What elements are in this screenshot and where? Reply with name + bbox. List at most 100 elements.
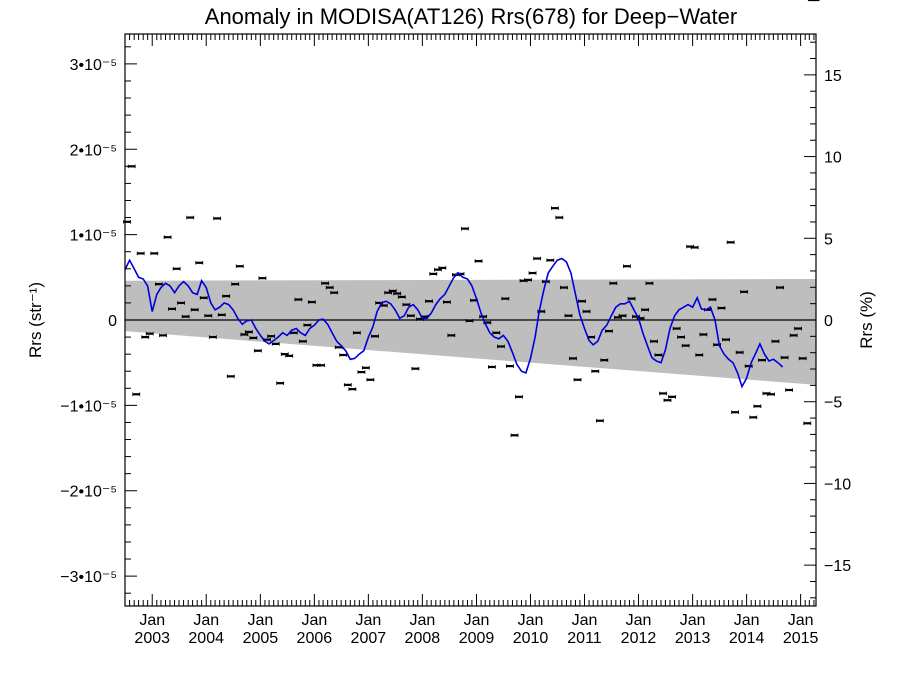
- x-tick-year-label: 2012: [621, 630, 657, 647]
- data-point: [330, 290, 339, 295]
- data-point: [397, 295, 406, 299]
- data-point: [186, 215, 195, 220]
- data-point: [780, 355, 789, 360]
- data-point: [443, 300, 451, 304]
- data-point: [371, 334, 379, 339]
- envelope-layer: [125, 279, 816, 385]
- left-tick-label: −1•10⁻⁵: [60, 398, 117, 415]
- data-point: [276, 381, 285, 385]
- data-point: [699, 332, 708, 337]
- data-point: [618, 313, 627, 318]
- x-tick-year-label: 2011: [567, 630, 602, 647]
- data-point: [623, 264, 631, 269]
- data-point: [204, 313, 213, 318]
- x-tick-month-label: Jan: [518, 612, 544, 629]
- data-point: [465, 319, 474, 323]
- left-tick-label: −3•10⁻⁵: [60, 569, 117, 586]
- data-point: [758, 358, 766, 362]
- left-tick-label: 3•10⁻⁵: [70, 57, 117, 74]
- data-point: [785, 388, 793, 392]
- x-tick-month-label: Jan: [139, 612, 165, 629]
- data-point: [487, 365, 496, 369]
- data-point: [604, 329, 613, 333]
- data-point: [285, 354, 294, 358]
- data-point: [771, 339, 780, 344]
- x-tick-month-label: Jan: [247, 612, 273, 629]
- data-point: [461, 226, 469, 231]
- x-tick-year-label: 2014: [729, 630, 765, 647]
- data-point: [213, 216, 222, 221]
- data-point: [749, 415, 758, 420]
- data-point: [767, 392, 775, 397]
- data-point: [627, 296, 636, 301]
- x-tick-year-label: 2015: [783, 630, 819, 647]
- data-point: [578, 299, 586, 304]
- data-point: [357, 370, 366, 374]
- data-point: [659, 391, 667, 396]
- data-point: [582, 309, 591, 314]
- data-point: [145, 331, 154, 336]
- data-point: [708, 297, 717, 302]
- right-tick-label: 5: [824, 231, 833, 248]
- x-tick-month-label: Jan: [409, 612, 435, 629]
- data-point: [177, 301, 185, 305]
- data-point: [343, 383, 352, 387]
- x-axis: Jan2003Jan2004Jan2005Jan2006Jan2007Jan20…: [124, 34, 819, 647]
- x-tick-year-label: 2006: [297, 630, 333, 647]
- data-point: [672, 326, 681, 331]
- data-point: [226, 374, 235, 379]
- data-point: [132, 392, 141, 397]
- data-point: [677, 335, 685, 339]
- left-tick-label: 1•10⁻⁵: [70, 228, 117, 245]
- data-point: [321, 281, 330, 286]
- data-point: [249, 336, 258, 340]
- data-point: [447, 333, 456, 338]
- smoothed-series-line: [124, 257, 784, 389]
- data-point: [136, 251, 145, 256]
- data-point: [253, 348, 262, 353]
- data-point: [168, 307, 176, 311]
- data-point: [641, 307, 650, 312]
- data-point: [222, 294, 231, 298]
- data-point: [506, 364, 514, 368]
- data-point: [740, 290, 749, 294]
- data-point: [317, 363, 325, 368]
- data-point: [564, 313, 573, 318]
- data-point: [325, 285, 334, 290]
- data-point: [411, 366, 420, 371]
- data-point: [244, 330, 253, 334]
- data-point: [524, 278, 532, 282]
- data-point: [663, 398, 672, 403]
- x-tick-month-label: Jan: [626, 612, 652, 629]
- data-point: [731, 410, 739, 415]
- data-point: [141, 335, 150, 339]
- right-tick-label: −15: [824, 558, 851, 575]
- data-point: [240, 332, 249, 337]
- data-point: [492, 331, 501, 335]
- data-point: [406, 313, 415, 318]
- data-point: [803, 421, 812, 426]
- data-point: [159, 333, 167, 338]
- data-point: [591, 369, 600, 374]
- x-tick-month-label: Jan: [788, 612, 814, 629]
- x-tick-year-label: 2007: [351, 630, 387, 647]
- data-point: [352, 331, 361, 335]
- x-tick-month-label: Jan: [734, 612, 760, 629]
- data-point: [361, 366, 370, 370]
- data-point: [595, 418, 604, 423]
- x-tick-month-label: Jan: [572, 612, 598, 629]
- data-point: [533, 256, 542, 261]
- data-point: [794, 326, 802, 331]
- data-point: [609, 281, 618, 286]
- chart-title: Anomaly in MODISA(AT126) Rrs(678) for De…: [205, 4, 737, 29]
- data-point: [425, 299, 433, 304]
- data-point: [497, 344, 505, 349]
- data-point: [789, 333, 798, 338]
- data-point: [735, 350, 744, 355]
- right-tick-label: 10: [824, 150, 842, 167]
- data-point: [744, 364, 753, 368]
- left-axis: 3•10⁻⁵ 2•10⁻⁵ 1•10⁻⁵ 0 −1•10⁻⁵ −2•10⁻⁵ −3•10⁻⁵: [60, 46, 137, 594]
- data-point: [267, 334, 276, 339]
- data-point: [650, 339, 658, 344]
